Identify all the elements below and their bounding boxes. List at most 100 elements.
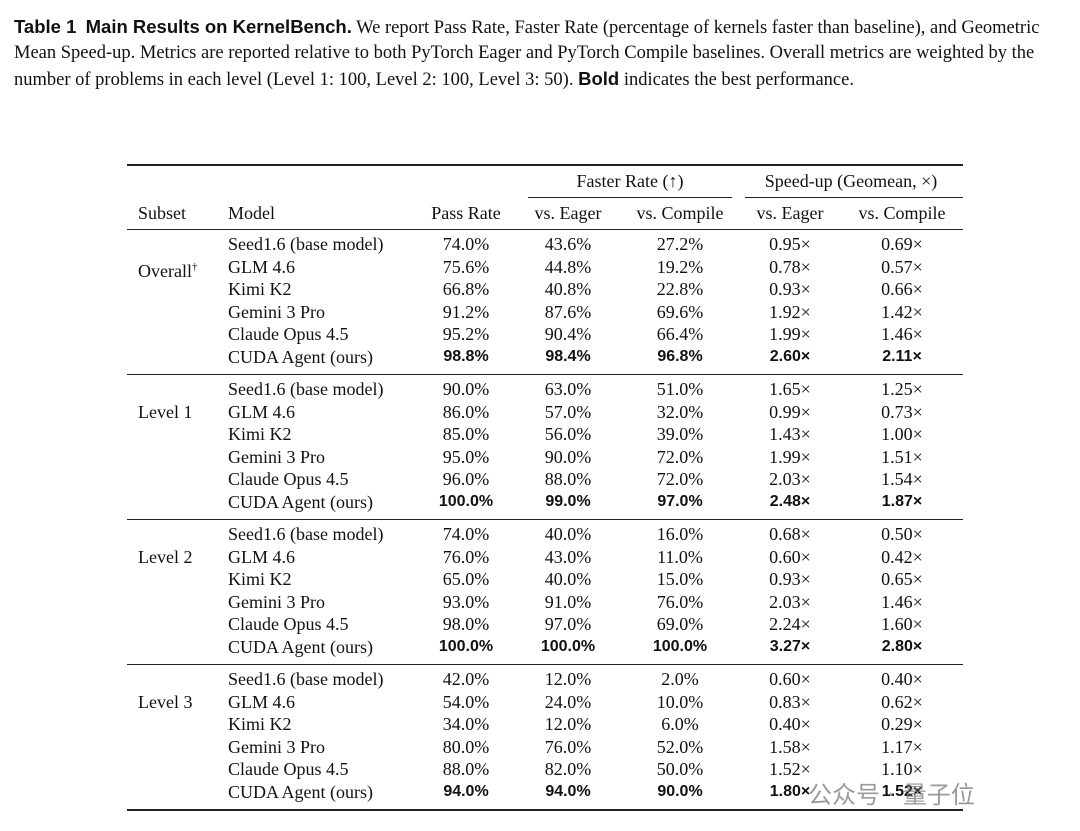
value-cell: 85.0% [442, 424, 490, 445]
value-cell: 0.60× [769, 546, 811, 567]
value-cell: 76.0% [544, 736, 592, 757]
value-cell: 54.0% [442, 691, 490, 712]
value-cell: 2.24× [769, 614, 811, 635]
value-cell: 39.0% [656, 424, 704, 445]
model-name: Kimi K2 [228, 569, 292, 590]
value-cell: 2.11× [882, 348, 922, 365]
rule [127, 519, 963, 520]
value-cell: 57.0% [544, 401, 592, 422]
value-cell: 0.60× [769, 669, 811, 689]
value-cell: 82.0% [544, 759, 592, 780]
value-cell: 43.0% [544, 546, 592, 567]
value-cell: 1.60× [881, 614, 923, 635]
value-cell: 66.8% [442, 279, 490, 300]
model-name: Seed1.6 (base model) [228, 669, 384, 689]
value-cell: 0.50× [881, 524, 923, 544]
model-name: GLM 4.6 [228, 546, 295, 567]
model-name: CUDA Agent (ours) [228, 347, 373, 367]
model-name: GLM 4.6 [228, 691, 295, 712]
caption-text: We report Pass Rate, Faster Rate (percen… [14, 18, 1040, 90]
value-cell: 56.0% [544, 424, 592, 445]
value-cell: 99.0% [545, 493, 591, 510]
value-cell: 51.0% [656, 379, 704, 399]
value-cell: 40.0% [544, 524, 592, 544]
value-cell: 1.52× [881, 783, 923, 800]
caption-title: Main Results on KernelBench. [85, 16, 352, 37]
value-cell: 88.0% [544, 469, 592, 490]
value-cell: 1.87× [881, 493, 923, 510]
value-cell: 24.0% [544, 691, 592, 712]
value-cell: 34.0% [442, 714, 490, 735]
model-name: GLM 4.6 [228, 401, 295, 422]
value-cell: 65.0% [442, 569, 490, 590]
value-cell: 0.29× [881, 714, 923, 735]
value-cell: 1.58× [769, 736, 811, 757]
column-header: vs. Eager [534, 203, 602, 223]
value-cell: 1.54× [881, 469, 923, 490]
rule [127, 664, 963, 665]
value-cell: 100.0% [540, 638, 596, 655]
value-cell: 6.0% [661, 714, 699, 735]
value-cell: 96.0% [442, 469, 490, 490]
model-name: Gemini 3 Pro [228, 301, 325, 322]
subset-label: Overall† [138, 260, 198, 281]
value-cell: 72.0% [656, 469, 704, 490]
group-header: Speed-up (Geomean, ×) [764, 171, 938, 191]
value-cell: 74.0% [442, 234, 490, 254]
rule [745, 197, 963, 198]
value-cell: 66.4% [656, 324, 704, 345]
caption-bold-word: Bold [578, 68, 620, 89]
value-cell: 52.0% [656, 736, 704, 757]
rule [127, 374, 963, 375]
value-cell: 75.6% [442, 256, 490, 277]
value-cell: 100.0% [438, 493, 494, 510]
value-cell: 72.0% [656, 446, 704, 467]
model-name: Seed1.6 (base model) [228, 234, 384, 254]
value-cell: 2.0% [661, 669, 699, 689]
value-cell: 97.0% [544, 614, 592, 635]
column-header: Subset [138, 203, 187, 223]
subset-label: Level 2 [138, 546, 193, 567]
model-name: Gemini 3 Pro [228, 446, 325, 467]
value-cell: 0.95× [769, 234, 811, 254]
value-cell: 76.0% [442, 546, 490, 567]
column-header: vs. Compile [636, 203, 724, 223]
value-cell: 42.0% [442, 669, 490, 689]
value-cell: 76.0% [656, 591, 704, 612]
value-cell: 1.25× [881, 379, 923, 399]
model-name: CUDA Agent (ours) [228, 492, 373, 512]
value-cell: 12.0% [544, 714, 592, 735]
value-cell: 22.8% [656, 279, 704, 300]
rule [127, 164, 963, 166]
value-cell: 94.0% [443, 783, 489, 800]
model-name: Seed1.6 (base model) [228, 379, 384, 399]
value-cell: 1.92× [769, 301, 811, 322]
footnote-mark: † [191, 260, 198, 273]
value-cell: 0.93× [769, 279, 811, 300]
value-cell: 1.42× [881, 301, 923, 322]
value-cell: 2.03× [769, 591, 811, 612]
value-cell: 1.10× [881, 759, 923, 780]
value-cell: 40.0% [544, 569, 592, 590]
value-cell: 80.0% [442, 736, 490, 757]
value-cell: 43.6% [544, 234, 592, 254]
value-cell: 94.0% [545, 783, 591, 800]
model-name: Kimi K2 [228, 714, 292, 735]
value-cell: 0.40× [881, 669, 923, 689]
value-cell: 69.6% [656, 301, 704, 322]
value-cell: 91.0% [544, 591, 592, 612]
value-cell: 0.69× [881, 234, 923, 254]
value-cell: 0.40× [769, 714, 811, 735]
model-name: GLM 4.6 [228, 256, 295, 277]
model-name: Kimi K2 [228, 279, 292, 300]
value-cell: 11.0% [657, 546, 703, 567]
value-cell: 1.46× [881, 591, 923, 612]
value-cell: 100.0% [438, 638, 494, 655]
value-cell: 15.0% [656, 569, 704, 590]
model-name: Claude Opus 4.5 [228, 614, 349, 635]
value-cell: 95.2% [442, 324, 490, 345]
model-name: Seed1.6 (base model) [228, 524, 384, 544]
value-cell: 2.48× [769, 493, 811, 510]
value-cell: 74.0% [442, 524, 490, 544]
value-cell: 2.03× [769, 469, 811, 490]
